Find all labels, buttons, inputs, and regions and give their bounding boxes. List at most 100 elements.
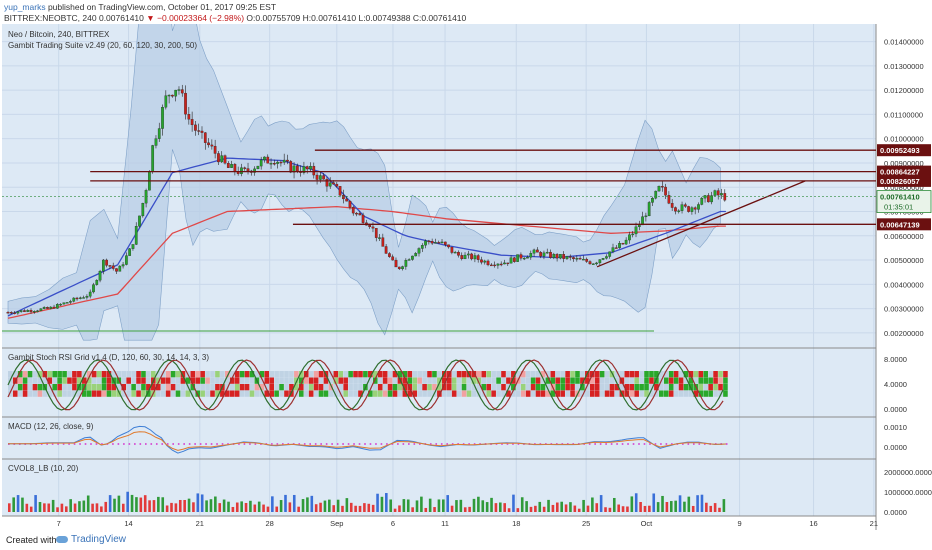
stoch-grid-cell xyxy=(22,384,28,391)
stoch-grid-cell xyxy=(659,371,664,378)
stoch-grid-cell xyxy=(382,384,388,391)
volume-bar xyxy=(29,506,33,512)
candle-body xyxy=(411,255,414,260)
candle-body xyxy=(476,255,480,260)
stoch-grid-cell xyxy=(141,377,146,384)
stoch-grid-cell xyxy=(234,384,240,391)
stoch-grid-cell xyxy=(160,377,166,384)
volume-bar xyxy=(235,502,239,512)
stoch-grid-cell xyxy=(17,384,23,391)
price-tick-label: 0.00500000 xyxy=(884,256,924,265)
stoch-grid-cell xyxy=(703,371,709,378)
volume-bar xyxy=(284,494,287,512)
stoch-grid-cell xyxy=(496,371,501,378)
macd-histogram-bar xyxy=(172,443,174,445)
stoch-grid-cell xyxy=(511,371,516,378)
stoch-grid-cell xyxy=(269,371,274,378)
candle-body xyxy=(503,262,506,265)
stoch-grid-cell xyxy=(86,371,92,378)
candle-body xyxy=(190,119,194,126)
stoch-grid-cell xyxy=(121,377,127,384)
stoch-grid-cell xyxy=(387,384,393,391)
volume-bar xyxy=(12,497,15,512)
stoch-grid-cell xyxy=(525,371,531,378)
volume-bar xyxy=(525,501,528,512)
stoch-grid-cell xyxy=(52,390,57,397)
tradingview-logo[interactable]: TradingView xyxy=(56,534,126,545)
macd-histogram-bar xyxy=(643,443,646,445)
candle-body xyxy=(266,156,270,164)
stoch-grid-cell xyxy=(210,377,215,384)
volume-bar xyxy=(60,503,64,512)
stoch-grid-cell xyxy=(580,384,585,391)
stoch-grid-cell xyxy=(67,377,72,384)
candle-body xyxy=(628,234,631,241)
macd-histogram-bar xyxy=(271,443,273,445)
open-value: O:0.00755709 xyxy=(246,13,301,23)
chart-canvas[interactable]: 8.0000 4.0000 0.0000 0.0010 0.0000 2000000.… xyxy=(0,24,932,530)
price-axis[interactable]: 0.01400000 0.01300000 0.01200000 0.01100000… xyxy=(2,38,932,338)
stoch-grid-cell xyxy=(654,371,659,378)
candle-body xyxy=(240,167,243,174)
stoch-grid-cell xyxy=(126,384,131,391)
candle-body xyxy=(430,241,434,244)
stoch-grid-cell xyxy=(451,371,457,378)
stoch-grid-cell xyxy=(136,377,141,384)
stoch-grid-cell xyxy=(397,390,403,397)
support-resistance-levels[interactable] xyxy=(2,149,876,332)
stoch-grid-cell xyxy=(279,390,284,397)
stoch-grid-cell xyxy=(269,384,274,391)
stoch-grid-cell xyxy=(101,377,107,384)
candle-body xyxy=(13,312,16,314)
stoch-grid-cell xyxy=(654,390,659,397)
stoch-grid-cell xyxy=(234,371,240,378)
volume-bar xyxy=(130,494,134,512)
stoch-grid-cell xyxy=(644,390,649,397)
stoch-grid-cell xyxy=(155,377,161,384)
volume-bar xyxy=(192,502,195,512)
stoch-grid-cell xyxy=(530,371,536,378)
candle-body xyxy=(263,156,266,161)
volume-bar xyxy=(481,500,485,512)
stoch-grid-cell xyxy=(165,371,171,378)
macd-histogram-bar xyxy=(605,443,607,445)
stoch-grid-cell xyxy=(274,384,279,391)
stoch-grid-cell xyxy=(200,377,205,384)
candle-body xyxy=(46,307,49,309)
macd-histogram-bar xyxy=(616,443,618,445)
author-link[interactable]: yup_marks xyxy=(4,2,46,12)
stoch-tick-label: 0.0000 xyxy=(884,405,907,414)
stoch-grid-cell xyxy=(86,377,92,384)
candle-body xyxy=(118,265,122,272)
macd-histogram-bar xyxy=(512,443,514,445)
stoch-grid-cell xyxy=(353,384,358,391)
stoch-grid-cell xyxy=(136,384,141,391)
candle-body xyxy=(437,242,441,244)
stoch-grid-cell xyxy=(17,390,23,397)
stoch-grid-cell xyxy=(274,390,279,397)
volume-bar xyxy=(683,501,686,512)
candle-body xyxy=(509,257,513,264)
macd-histogram-bar xyxy=(451,443,454,445)
stoch-grid-cell xyxy=(131,384,136,391)
stoch-grid-cell xyxy=(624,371,630,378)
stoch-grid-cell xyxy=(723,384,728,391)
stoch-grid-cell xyxy=(545,377,551,384)
volume-bar xyxy=(380,496,384,512)
macd-histogram-bar xyxy=(358,443,361,445)
stoch-grid-cell xyxy=(402,371,408,378)
stoch-grid-cell xyxy=(229,384,235,391)
candle-body xyxy=(286,159,289,162)
stoch-grid-cell xyxy=(269,377,274,384)
candle-body xyxy=(466,253,470,256)
time-axis[interactable]: 7 14 21 28 Sep 6 11 18 25 Oct 9 16 21 xyxy=(57,519,878,528)
stoch-grid-cell xyxy=(520,384,526,391)
candle-body xyxy=(292,165,296,173)
stoch-grid-cell xyxy=(511,390,516,397)
low-value: L:0.00749388 xyxy=(358,13,411,23)
stoch-grid-cell xyxy=(575,371,580,378)
stoch-grid-cell xyxy=(264,377,270,384)
volume-bar xyxy=(292,494,296,512)
stoch-grid-cell xyxy=(289,384,294,391)
stoch-grid-cell xyxy=(525,384,531,391)
